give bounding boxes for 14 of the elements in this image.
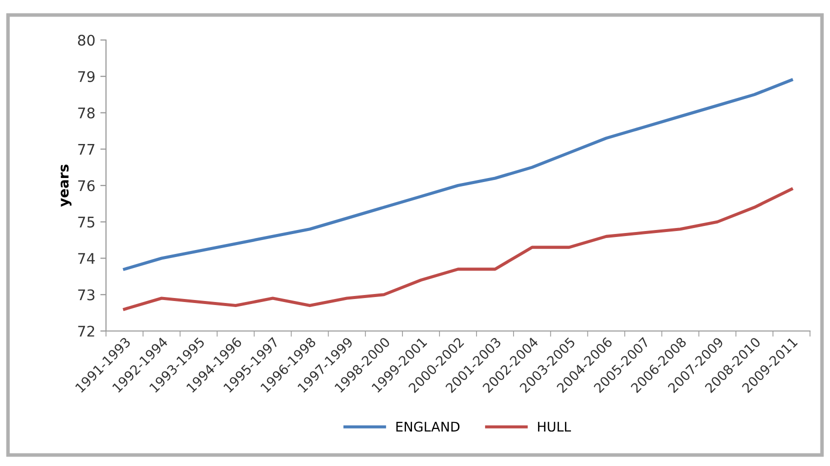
line-series bbox=[122, 78, 794, 271]
y-tick-label: 75 bbox=[78, 216, 94, 228]
y-tick-label: 79 bbox=[78, 71, 95, 82]
y-tick-label: 76 bbox=[78, 180, 95, 192]
y-tick-label: 72 bbox=[78, 326, 94, 337]
legend-label: ENGLAND bbox=[396, 422, 460, 432]
y-tick-label: 78 bbox=[78, 107, 95, 118]
y-tick-label: 73 bbox=[78, 289, 94, 300]
y-tick-label: 77 bbox=[78, 144, 94, 155]
legend-label: HULL bbox=[538, 422, 571, 432]
y-tick-label: 80 bbox=[78, 34, 95, 46]
line-series bbox=[122, 188, 794, 311]
y-tick-label: 74 bbox=[78, 253, 95, 264]
y-axis-title: years bbox=[60, 164, 72, 207]
